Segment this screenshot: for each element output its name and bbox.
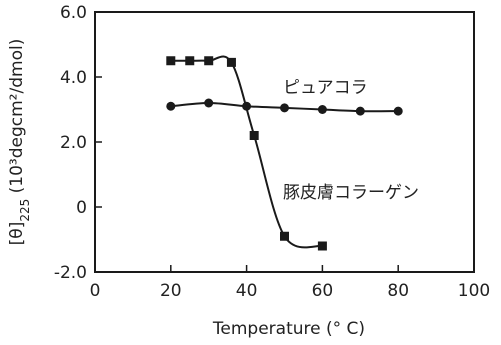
x-tick-label: 40 bbox=[236, 281, 258, 301]
data-point-circle bbox=[204, 98, 214, 108]
data-point-circle bbox=[317, 105, 327, 114]
y-tick-label: -2.0 bbox=[54, 263, 87, 283]
y-tick-label: 4.0 bbox=[60, 68, 87, 88]
data-point-square bbox=[249, 131, 259, 140]
data-point-square bbox=[166, 56, 176, 66]
y-axis-title: [θ]225 (10³degcm²/dmol) bbox=[7, 39, 32, 246]
data-point-circle bbox=[280, 103, 289, 113]
data-point-circle bbox=[355, 106, 365, 116]
series-label-pure-collagen: ピュアコラ bbox=[283, 78, 368, 98]
data-point-circle bbox=[166, 101, 176, 111]
x-tick-label: 0 bbox=[90, 281, 101, 301]
data-point-square bbox=[226, 57, 236, 67]
data-point-circle bbox=[393, 106, 403, 116]
data-point-square bbox=[317, 241, 327, 251]
x-tick-label: 20 bbox=[160, 281, 182, 301]
x-tick-label: 80 bbox=[387, 281, 409, 301]
series-label-pig-skin-collagen: 豚皮膚コラーゲン bbox=[283, 183, 419, 203]
data-point-square bbox=[280, 231, 289, 241]
x-tick-label: 100 bbox=[458, 281, 490, 301]
y-tick-label: 0 bbox=[76, 198, 87, 218]
data-point-square bbox=[204, 56, 214, 66]
y-tick-label: 2.0 bbox=[60, 133, 87, 153]
x-tick-label: 60 bbox=[312, 281, 334, 301]
y-tick-label: 6.0 bbox=[60, 3, 87, 23]
x-axis-title: Temperature (° C) bbox=[212, 319, 365, 339]
data-point-square bbox=[185, 56, 195, 66]
